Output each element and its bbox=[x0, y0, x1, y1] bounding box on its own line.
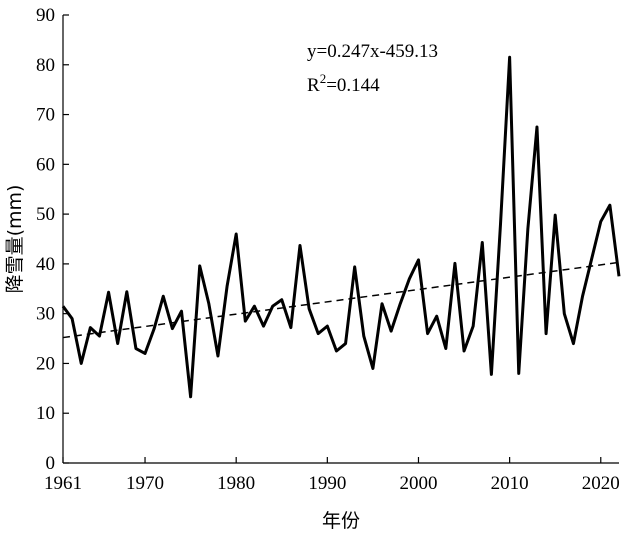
y-tick-label: 0 bbox=[46, 453, 56, 474]
y-tick-label: 20 bbox=[36, 353, 55, 374]
x-tick-label: 1970 bbox=[126, 473, 164, 494]
y-axis-label: 降雪量(mm) bbox=[4, 185, 26, 294]
x-tick-label: 2010 bbox=[491, 473, 529, 494]
y-tick-label: 70 bbox=[36, 105, 55, 126]
trend-line bbox=[62, 261, 620, 339]
labels: 年份 降雪量(mm) y=0.247x-459.13 R2=0.144 bbox=[4, 41, 438, 532]
y-tick-label: 10 bbox=[36, 403, 55, 424]
regression-equation: y=0.247x-459.13 bbox=[307, 41, 438, 62]
x-tick-label: 2000 bbox=[399, 473, 437, 494]
y-tick-label: 80 bbox=[36, 55, 55, 76]
x-tick-label: 1961 bbox=[44, 473, 82, 494]
x-axis-label: 年份 bbox=[322, 510, 360, 532]
y-tick-label: 50 bbox=[36, 204, 55, 225]
snowfall-series-line bbox=[61, 55, 621, 399]
x-tick-label: 1990 bbox=[308, 473, 346, 494]
r-squared: R2=0.144 bbox=[307, 71, 380, 96]
y-tick-label: 40 bbox=[36, 254, 55, 275]
plot-area bbox=[61, 55, 621, 399]
y-tick-label: 60 bbox=[36, 154, 55, 175]
y-tick-label: 30 bbox=[36, 304, 55, 325]
x-tick-label: 2020 bbox=[582, 473, 620, 494]
x-tick-label: 1980 bbox=[217, 473, 255, 494]
y-tick-label: 90 bbox=[36, 5, 55, 26]
axes: 0 10 20 30 40 50 60 70 80 90 1961 1970 1980 1990 2000 2… bbox=[36, 5, 620, 494]
